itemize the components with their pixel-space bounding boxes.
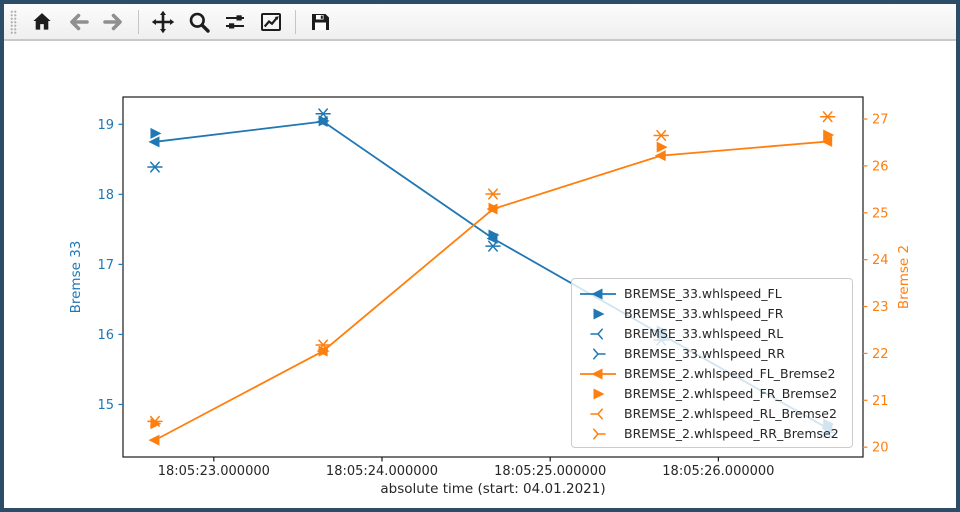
y-tick-label-left: 15: [97, 398, 114, 413]
forward-arrow-icon: [103, 13, 122, 30]
legend-item: BREMSE_2.whlspeed_RR_Bremse2: [579, 424, 845, 443]
legend-swatch: [593, 427, 606, 440]
zoom-button[interactable]: [184, 7, 214, 37]
back-arrow-icon: [70, 13, 89, 30]
legend-swatch: [593, 308, 605, 319]
data-marker: [488, 188, 501, 200]
x-axis-label: absolute time (start: 04.01.2021): [380, 481, 605, 497]
y-tick-label-right: 23: [872, 300, 889, 315]
legend-label: BREMSE_33.whlspeed_FL: [624, 286, 782, 301]
sliders-icon: [226, 14, 244, 28]
data-marker: [318, 108, 331, 120]
legend-label: BREMSE_2.whlspeed_FL_Bremse2: [624, 366, 836, 381]
data-marker: [485, 240, 498, 252]
pan-button[interactable]: [148, 7, 178, 37]
y-axis-label-left: Bremse 33: [68, 241, 84, 314]
magnifier-icon: [189, 12, 210, 33]
data-marker: [318, 339, 331, 351]
y-tick-label-right: 24: [872, 253, 889, 268]
x-tick-label: 18:05:23.000000: [158, 464, 270, 479]
legend-item: BREMSE_33.whlspeed_FL: [579, 284, 845, 303]
axes-frame: [122, 96, 864, 458]
data-marker: [488, 229, 500, 241]
data-marker: [488, 202, 500, 214]
y-tick-label-left: 18: [97, 188, 114, 203]
data-marker: [150, 415, 163, 427]
y-axis-label-right: Bremse 2: [896, 245, 912, 309]
legend-swatch: [593, 347, 606, 360]
y-tick-label-right: 25: [872, 206, 889, 221]
data-marker: [148, 136, 160, 148]
legend-item: BREMSE_2.whlspeed_FR_Bremse2: [579, 384, 845, 403]
data-marker: [150, 127, 162, 139]
save-floppy-icon: [312, 13, 329, 30]
data-marker: [654, 150, 666, 162]
data-marker: [147, 161, 160, 173]
legend-item: BREMSE_33.whlspeed_RL: [579, 324, 845, 343]
legend-swatch: [590, 407, 603, 420]
x-tick-label: 18:05:24.000000: [326, 464, 438, 479]
series-BREMSE_2.whlspeed_RL_Bremse2: [147, 111, 833, 427]
data-marker: [315, 339, 329, 351]
save-button[interactable]: [305, 7, 335, 37]
toolbar-drag-handle[interactable]: [10, 9, 17, 34]
data-marker: [485, 188, 498, 200]
y-tick-label-right: 20: [872, 441, 889, 456]
legend-label: BREMSE_2.whlspeed_FR_Bremse2: [624, 386, 838, 401]
legend-label: BREMSE_33.whlspeed_RL: [624, 326, 784, 341]
data-marker: [821, 136, 833, 148]
home-icon: [33, 12, 51, 30]
pan-move-icon: [151, 10, 175, 33]
data-marker: [315, 108, 329, 120]
y-tick-label-left: 17: [97, 258, 114, 273]
y-tick-label-right: 21: [872, 394, 889, 409]
x-tick-label: 18:05:26.000000: [662, 464, 774, 479]
toolbar-separator: [295, 9, 296, 34]
data-marker: [653, 129, 667, 141]
legend-swatch: [580, 368, 616, 379]
data-marker: [819, 111, 833, 123]
data-marker: [488, 240, 501, 252]
legend-item: BREMSE_2.whlspeed_FL_Bremse2: [579, 364, 845, 383]
line-chart-icon: [261, 12, 281, 31]
data-marker: [822, 111, 836, 123]
legend-item: BREMSE_2.whlspeed_RL_Bremse2: [579, 404, 845, 423]
x-tick-label: 18:05:25.000000: [494, 464, 606, 479]
data-marker: [823, 129, 835, 141]
legend-label: BREMSE_33.whlspeed_RR: [624, 346, 785, 361]
legend-label: BREMSE_2.whlspeed_RR_Bremse2: [624, 426, 839, 441]
y-tick-label-left: 19: [97, 118, 114, 133]
data-marker: [318, 115, 330, 127]
legend-label: BREMSE_33.whlspeed_FR: [624, 306, 784, 321]
data-marker: [656, 141, 668, 153]
navigation-toolbar: [4, 4, 956, 41]
data-marker: [148, 434, 160, 446]
data-marker: [656, 129, 669, 141]
legend-item: BREMSE_33.whlspeed_FR: [579, 304, 845, 323]
y-tick-label-right: 26: [872, 159, 889, 174]
configure-subplots-button[interactable]: [220, 7, 250, 37]
legend-swatch: [580, 288, 616, 299]
back-button[interactable]: [63, 7, 93, 37]
y-tick-label-right: 27: [872, 113, 889, 128]
forward-button[interactable]: [99, 7, 129, 37]
data-marker: [318, 345, 330, 357]
chart-legend: BREMSE_33.whlspeed_FL BREMSE_33.whlspeed_…: [571, 278, 853, 448]
data-marker: [150, 161, 163, 173]
edit-axes-button[interactable]: [256, 7, 286, 37]
home-button[interactable]: [27, 7, 57, 37]
legend-swatch: [590, 327, 603, 340]
legend-swatch: [593, 388, 605, 399]
toolbar-separator: [138, 9, 139, 34]
legend-label: BREMSE_2.whlspeed_RL_Bremse2: [624, 406, 837, 421]
y-tick-label-right: 22: [872, 347, 889, 362]
legend-item: BREMSE_33.whlspeed_RR: [579, 344, 845, 363]
y-tick-label-left: 16: [97, 328, 114, 343]
series-BREMSE_2.whlspeed_RR_Bremse2: [150, 111, 836, 427]
data-marker: [147, 415, 160, 427]
